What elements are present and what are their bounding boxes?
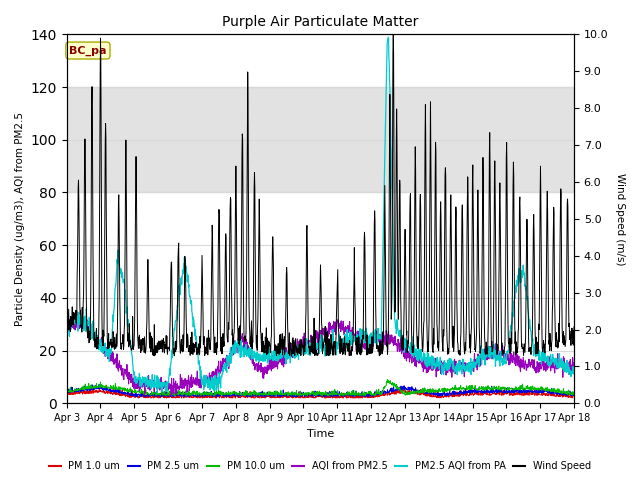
Y-axis label: Wind Speed (m/s): Wind Speed (m/s) <box>615 173 625 265</box>
Title: Purple Air Particulate Matter: Purple Air Particulate Matter <box>222 15 419 29</box>
Text: BC_pa: BC_pa <box>69 46 107 56</box>
Y-axis label: Particle Density (ug/m3), AQI from PM2.5: Particle Density (ug/m3), AQI from PM2.5 <box>15 112 25 326</box>
Legend: PM 1.0 um, PM 2.5 um, PM 10.0 um, AQI from PM2.5, PM2.5 AQI from PA, Wind Speed: PM 1.0 um, PM 2.5 um, PM 10.0 um, AQI fr… <box>45 457 595 475</box>
X-axis label: Time: Time <box>307 429 334 439</box>
Bar <box>67 87 574 192</box>
